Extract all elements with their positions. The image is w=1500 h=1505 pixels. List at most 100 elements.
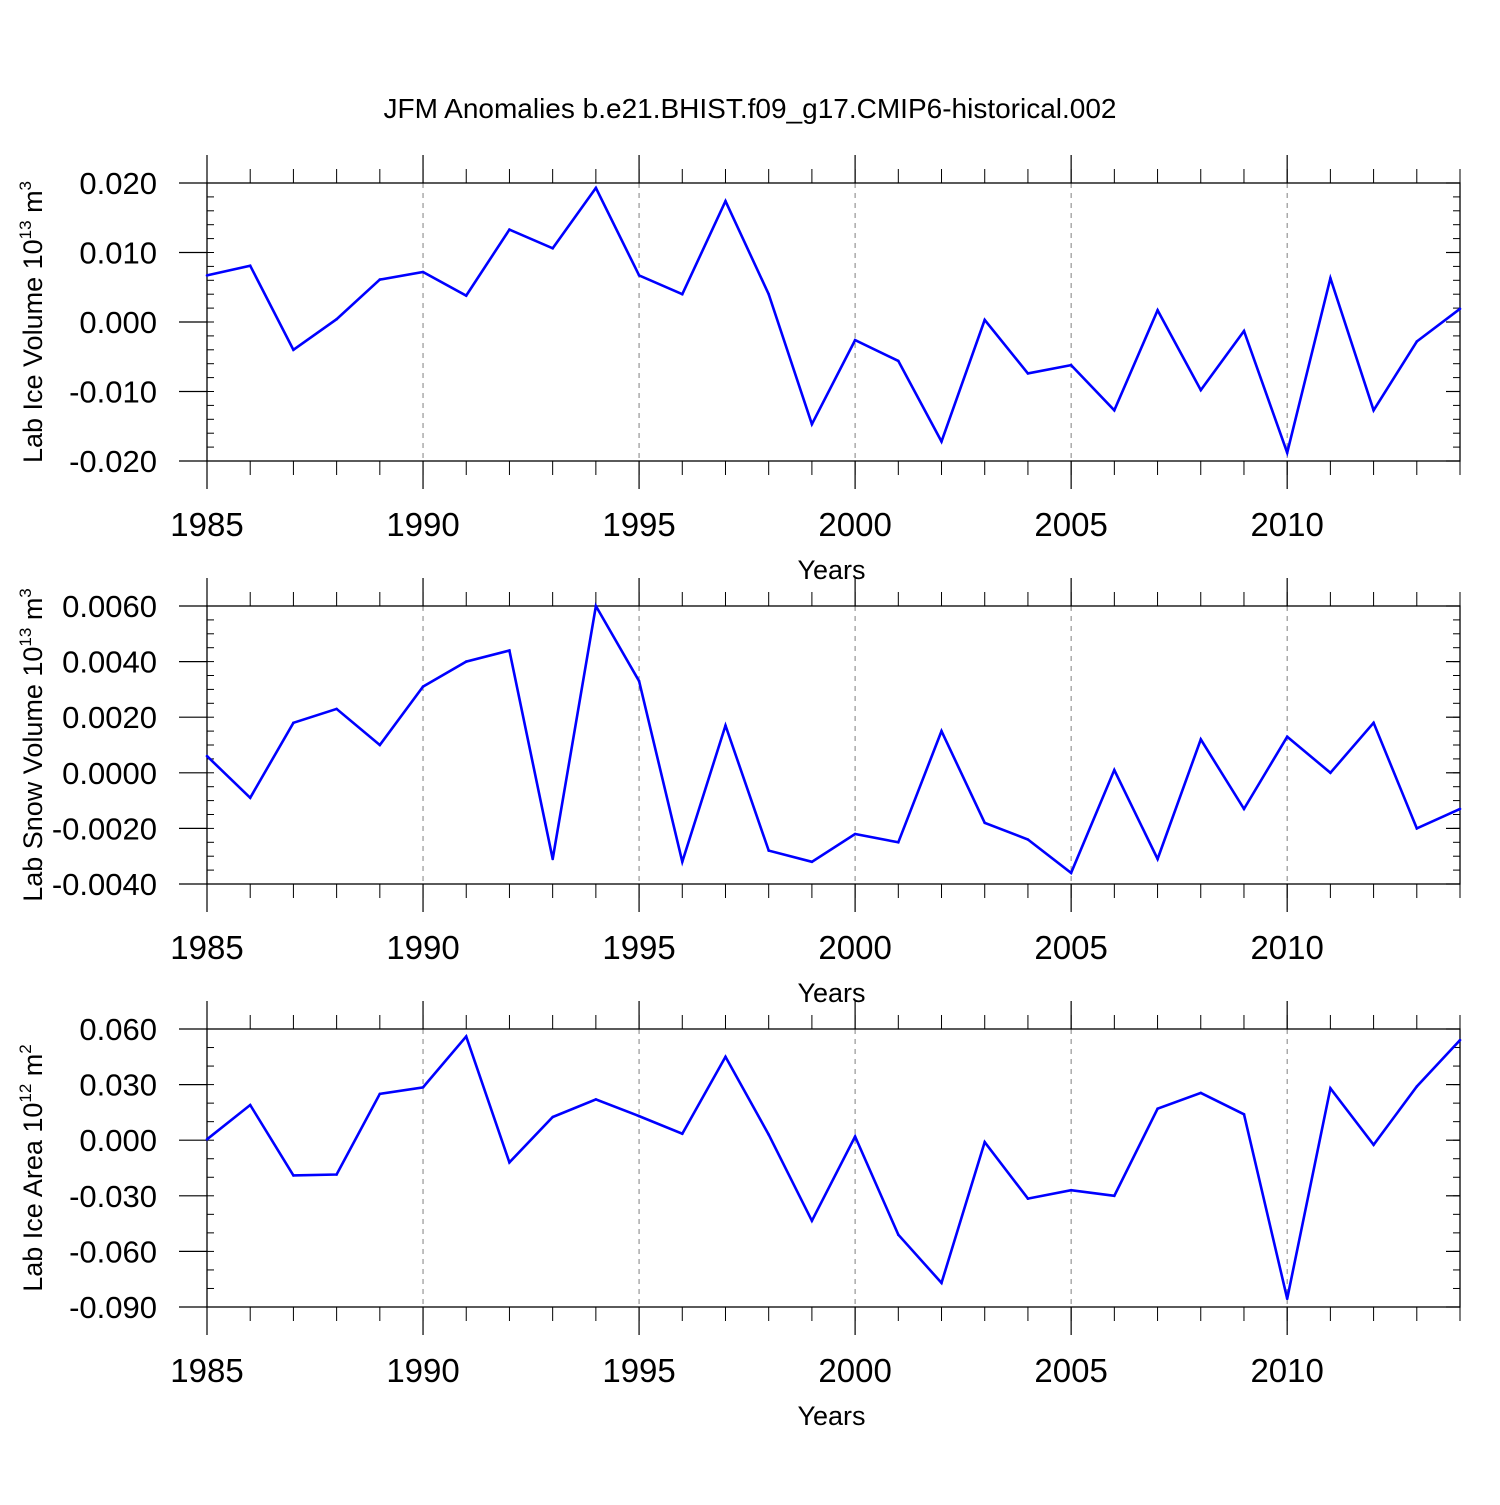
panel-2-series-line	[206, 602, 1461, 875]
panel-1-data-point	[292, 348, 295, 352]
panel-1-x-tick-label: 2000	[818, 506, 891, 543]
panel-3-data-point	[551, 1115, 554, 1119]
panel-1-data-point	[1285, 451, 1289, 455]
panel-1-data-point	[983, 318, 986, 322]
panel-2-x-tick-label: 2000	[818, 929, 891, 966]
panel-3-data-point	[464, 1035, 468, 1038]
panel-1-x-axis-label: Years	[797, 555, 865, 585]
panel-1-y-axis-label-unit-power: 3	[16, 181, 35, 190]
panel-1-data-point	[1069, 363, 1073, 367]
panel-2-data-point	[1329, 771, 1332, 775]
panel-3-y-tick-label: -0.030	[69, 1179, 157, 1214]
panel-2-data-point	[464, 660, 468, 663]
panel-2-x-tick-label: 1995	[602, 929, 675, 966]
panel-1-y-tick-label: -0.020	[69, 444, 157, 479]
panel-1-x-tick-label: 2005	[1034, 506, 1107, 543]
panel-1-data-point	[594, 186, 598, 190]
panel-3-frame	[206, 1028, 1461, 1308]
panel-3-data-point	[1242, 1113, 1246, 1116]
panel-3-x-tick-label: 1995	[602, 1352, 675, 1389]
panel-2-y-axis-label: Lab Snow Volume 1013 m3	[16, 588, 48, 902]
panel-1-x-tick-label: 1995	[602, 506, 675, 543]
panel-1-data-point	[853, 338, 857, 342]
panel-1-y-axis-label-text: Lab Ice Volume 10	[18, 239, 48, 463]
panel-2-x-axis-label: Years	[797, 978, 865, 1008]
panel-1-x-tick-label: 1985	[170, 506, 243, 543]
panel-3-data-point	[1458, 1038, 1462, 1042]
panel-2-data-point	[724, 724, 727, 727]
panel-2-data-point	[421, 685, 425, 688]
panel-1-data-point	[897, 359, 900, 363]
panel-3-x-tick-label: 2005	[1034, 1352, 1107, 1389]
panel-2-data-point	[335, 707, 338, 711]
panel-3-y-tick-label: 0.030	[79, 1068, 157, 1103]
panel-1-data-point	[1372, 409, 1375, 412]
chart-title: JFM Anomalies b.e21.BHIST.f09_g17.CMIP6-…	[383, 93, 1116, 124]
panel-1-series-line	[206, 185, 1461, 458]
panel-2-data-point	[1285, 735, 1289, 738]
panel-2-data-point	[1199, 738, 1203, 741]
panel-3-x-axis-label: Years	[797, 1401, 865, 1431]
panel-2-data-point	[767, 849, 770, 852]
panel-2-data-point	[1069, 871, 1073, 875]
panel-3-data-point	[724, 1055, 727, 1059]
panel-1-data-point	[248, 264, 252, 268]
panel-2-y-axis-label-text: Lab Snow Volume 10	[18, 647, 48, 902]
panel-3-data-point	[767, 1133, 770, 1136]
panel-2-data-point	[378, 743, 382, 747]
panel-1-data-point	[421, 270, 425, 274]
panel-2-frame	[206, 605, 1461, 885]
panel-1-data-point	[335, 317, 338, 321]
panel-1-data-point	[637, 274, 641, 277]
panel-2-data-point	[1242, 807, 1246, 811]
panel-2-data-point	[248, 796, 252, 800]
panel-1-y-tick-label: 0.020	[79, 166, 157, 201]
panel-3-y-axis-label: Lab Ice Area 1012 m2	[16, 1044, 48, 1292]
panel-3-data-point	[681, 1132, 684, 1135]
panel-3-y-tick-label: 0.000	[79, 1123, 157, 1158]
panel-3-data-point	[248, 1103, 252, 1107]
panel-2-y-tick-label: 0.0040	[62, 645, 157, 680]
panel-3-x-tick-label: 2000	[818, 1352, 891, 1389]
panel-1-data-point	[1156, 308, 1159, 312]
panel-3-data-point	[853, 1135, 857, 1138]
panel-2-data-point	[853, 832, 857, 836]
panel-3-y-axis-label-unit-power: 2	[16, 1044, 35, 1053]
panel-3-data-point	[1199, 1091, 1203, 1095]
panel-2-data-point	[940, 729, 943, 733]
panel-1-data-point	[508, 228, 511, 231]
panel-1-data-point	[767, 292, 770, 296]
panel-2-data-point	[1372, 721, 1375, 725]
panel-3-x-tick-label: 1985	[170, 1352, 243, 1389]
panel-2-data-point	[681, 860, 684, 864]
panel-1-x-tick-label: 1990	[386, 506, 459, 543]
panel-3-y-tick-label: -0.060	[69, 1234, 157, 1269]
panel-3-y-axis-label-exponent: 12	[16, 1084, 35, 1103]
panel-3-x-tick-label: 2010	[1250, 1352, 1323, 1389]
panel-3-data-point	[1026, 1197, 1030, 1200]
panel-3-data-point	[983, 1140, 986, 1144]
panel-2-data-point	[292, 721, 295, 725]
panel-1-data-point	[1458, 307, 1462, 311]
panel-2-data-point	[551, 857, 554, 861]
panel-3-y-tick-label: -0.090	[69, 1290, 157, 1325]
panel-1-data-point	[724, 199, 727, 203]
panel-1-data-point	[1026, 372, 1030, 375]
panel-2-data-point	[897, 841, 900, 844]
panel-2-y-axis-label-exponent: 13	[16, 628, 35, 647]
panel-3-data-point	[1113, 1194, 1116, 1198]
panel-3-x-tick-label: 1990	[386, 1352, 459, 1389]
panel-2-data-point	[1458, 807, 1462, 811]
panel-1-y-axis-label-unit: m	[18, 190, 48, 220]
panel-1-data-point	[810, 422, 814, 426]
panel-2-y-tick-label: -0.0020	[52, 811, 157, 846]
panel-1-data-point	[1113, 409, 1116, 412]
panel-3-data-point	[1156, 1107, 1159, 1110]
panel-1-plot: 0.020 0.010 0.000 -0.010 -0.020 1985 1990 1995 2…	[16, 155, 1462, 585]
panel-3-series-line	[206, 1033, 1461, 1299]
panel-3-data-point	[594, 1098, 598, 1101]
panel-1-data-point	[1199, 388, 1203, 392]
panel-1-y-tick-label: 0.010	[79, 236, 157, 271]
